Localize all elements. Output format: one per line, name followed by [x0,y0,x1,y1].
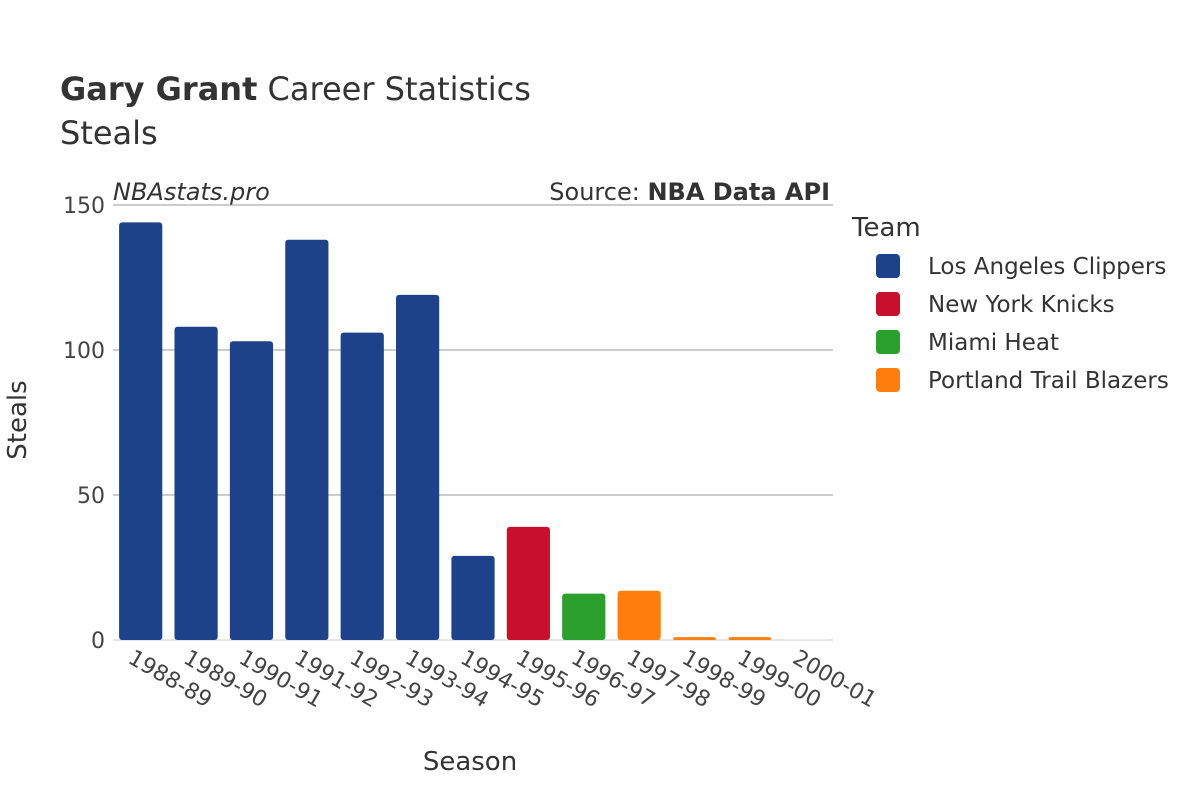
bar [396,294,440,640]
bar [229,341,274,640]
bar [728,637,772,640]
bar [672,637,717,640]
legend-swatch [876,330,900,354]
source-name: NBA Data API [647,178,830,206]
bar [617,590,661,640]
legend-entry: New York Knicks [928,292,1115,318]
y-tick-label: 150 [63,194,105,219]
legend-title: Team [851,213,921,243]
title-player: Gary Grant [60,70,257,108]
bar [285,239,329,641]
legend: Team Los Angeles Clippers New York Knicks… [851,213,1169,394]
bar [451,555,495,640]
bars [119,222,827,641]
source-prefix: Source: [549,178,647,206]
bar [174,326,218,640]
x-axis-ticks: 1988-891989-901990-911991-921992-931993-… [124,646,881,714]
bar [783,639,827,640]
chart-subtitle: Steals [60,114,158,152]
legend-swatch [876,254,900,278]
y-tick-label: 50 [77,484,105,509]
bar [340,332,384,640]
y-tick-label: 0 [91,629,105,654]
title-rest: Career Statistics [257,70,531,108]
y-axis-title: Steals [3,380,33,459]
y-tick-label: 100 [63,339,105,364]
bar [506,526,550,640]
legend-entry: Portland Trail Blazers [928,368,1169,394]
legend-swatch [876,292,900,316]
watermark: NBAstats.pro [113,178,270,206]
x-axis-title: Season [423,747,517,777]
bar [562,593,606,640]
y-axis-ticks: 0 50 100 150 [63,194,105,654]
chart-title: Gary Grant Career Statistics [60,70,531,108]
bar [119,222,163,640]
legend-entry: Los Angeles Clippers [928,254,1166,280]
legend-swatch [876,368,900,392]
legend-entry: Miami Heat [928,330,1059,356]
source-credit: Source: NBA Data API [549,178,830,206]
